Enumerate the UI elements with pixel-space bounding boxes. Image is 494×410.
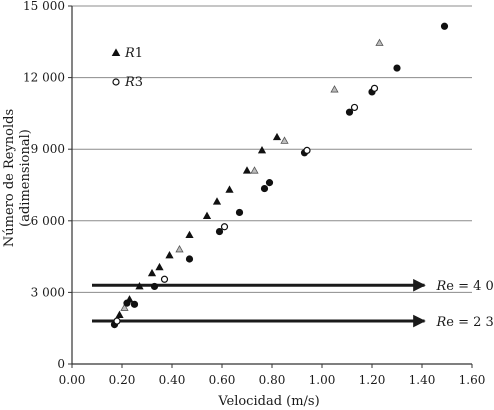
point-circle-2-10	[235, 208, 244, 217]
point-triangle-1-1	[115, 310, 124, 318]
y-tick-label-0: 0	[57, 357, 65, 371]
y-tick-label-3: 9 000	[31, 142, 65, 156]
point-circle-2-3	[123, 299, 131, 307]
point-triangle-1-10	[202, 211, 212, 219]
point-triangle-1-7	[165, 250, 174, 259]
point-circle-2-18	[370, 84, 379, 92]
point-circle-2-6	[160, 275, 169, 283]
y-tick-label-5: 15 000	[23, 0, 65, 13]
legend-marker-1	[111, 48, 121, 57]
point-circle-2-16	[350, 103, 359, 112]
point-triangle-1-12	[225, 185, 234, 193]
x-axis-title: Velocidad (m/s)	[217, 394, 319, 409]
threshold-label-1: Re = 4 000	[436, 279, 494, 294]
point-triangle-1-16	[272, 132, 282, 141]
point-triangle-1-18	[330, 85, 339, 93]
gridlines	[72, 5, 472, 293]
annotations: Re = 4 000 Re = 2 300	[92, 278, 494, 330]
point-circle-2-2	[113, 317, 121, 325]
x-axis-ticks: 0.00 0.20 0.40 0.60 0.80 1.00 1.20 1.40 1.60	[59, 364, 486, 387]
point-triangle-1-15	[257, 145, 267, 154]
y-axis-title: Número de Reynolds (adimensional)	[2, 109, 33, 247]
data-points	[110, 22, 449, 329]
point-triangle-1-6	[155, 262, 164, 271]
x-tick-label-6: 1.20	[359, 373, 386, 387]
point-triangle-1-9	[185, 230, 194, 239]
x-tick-label-8: 1.60	[459, 373, 486, 387]
point-circle-2-4	[130, 300, 139, 308]
point-circle-2-12	[265, 179, 274, 187]
y-tick-label-1: 3 000	[31, 285, 65, 299]
point-circle-2-20	[440, 22, 449, 30]
x-tick-label-4: 0.80	[259, 373, 286, 387]
point-circle-2-14	[303, 146, 311, 154]
point-triangle-1-17	[280, 136, 289, 144]
point-triangle-1-13	[242, 166, 252, 174]
legend-marker-2	[112, 78, 120, 86]
point-circle-2-5	[150, 282, 159, 291]
x-tick-label-2: 0.40	[159, 373, 186, 387]
point-circle-2-19	[393, 64, 401, 72]
point-triangle-1-5	[147, 268, 157, 277]
point-circle-2-15	[345, 108, 354, 116]
threshold-label-2: Re = 2 300	[436, 315, 494, 330]
legend-label-2: R3	[124, 75, 143, 90]
y-tick-label-2: 6 000	[31, 214, 65, 228]
x-tick-label-1: 0.20	[109, 373, 136, 387]
y-axis-title-line-2: (adimensional)	[18, 129, 33, 227]
x-tick-label-3: 0.60	[209, 373, 236, 387]
point-circle-2-8	[215, 227, 224, 236]
point-triangle-1-2	[120, 303, 129, 311]
legend-label-1: R1	[124, 46, 143, 61]
point-circle-2-11	[260, 184, 269, 193]
legend: R1 R3	[111, 46, 143, 90]
point-triangle-1-4	[135, 282, 144, 290]
y-axis-title-line-1: Número de Reynolds	[2, 109, 17, 247]
point-circle-2-7	[185, 255, 194, 263]
x-tick-label-0: 0.00	[59, 373, 86, 387]
x-tick-label-7: 1.40	[409, 373, 436, 387]
point-triangle-1-11	[212, 197, 222, 205]
point-triangle-1-8	[175, 245, 184, 253]
y-axis-ticks: 0 3 000 6 000 9 000 12 000 15 000	[23, 0, 72, 371]
point-triangle-1-19	[375, 38, 384, 46]
point-circle-2-9	[220, 223, 229, 231]
y-tick-label-4: 12 000	[23, 71, 65, 85]
x-tick-label-5: 1.00	[309, 373, 336, 387]
point-triangle-1-14	[250, 166, 259, 174]
